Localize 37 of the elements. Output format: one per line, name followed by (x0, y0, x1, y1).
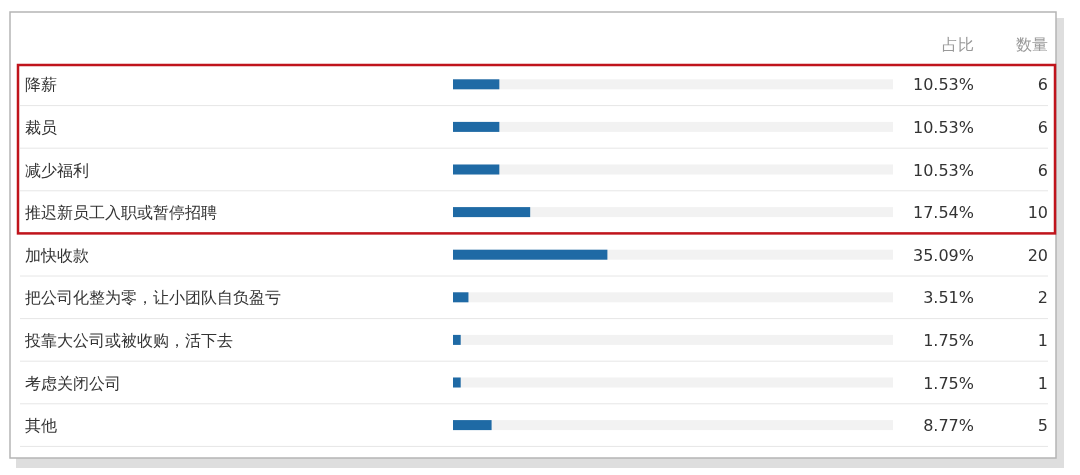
bar (453, 334, 461, 345)
bar (453, 164, 500, 175)
text: 5 (1037, 416, 1048, 436)
text: 占比 (942, 35, 974, 54)
data-label: 1.75% (923, 330, 974, 350)
y-tick-label: 减少福利 (25, 160, 89, 180)
data-label: 3.51% (923, 288, 974, 308)
bar (453, 420, 492, 431)
text: 6 (1037, 117, 1048, 137)
data-label: 35.09% (912, 245, 974, 265)
text: 6 (1037, 75, 1048, 95)
y-tick-label: 推迟新员工入职或暂停招聘 (25, 203, 217, 223)
y-tick-label: 降薪 (25, 75, 57, 95)
text: 20 (1027, 245, 1048, 265)
data-label: 10.53% (912, 75, 974, 95)
bar (453, 121, 500, 132)
data-label: 10.53% (912, 117, 974, 137)
bar (453, 377, 461, 388)
bar (453, 207, 531, 218)
data-label: 8.77% (923, 416, 974, 436)
y-tick-label: 考虑关闭公司 (25, 373, 121, 393)
text: 2 (1037, 288, 1048, 308)
data-label: 17.54% (912, 203, 974, 223)
data-label: 1.75% (923, 373, 974, 393)
y-tick-label: 其他 (25, 416, 57, 436)
bar (453, 79, 500, 90)
text: 10 (1027, 203, 1048, 223)
y-tick-label: 把公司化整为零，让小团队自负盈亏 (25, 288, 281, 308)
y-tick-label: 投靠大公司或被收购，活下去 (24, 330, 233, 350)
bar (453, 292, 469, 303)
text: 1 (1037, 330, 1048, 350)
y-tick-label: 加快收款 (25, 245, 89, 265)
text: 数量 (1016, 35, 1048, 54)
text: 6 (1037, 160, 1048, 180)
y-tick-label: 裁员 (25, 117, 57, 137)
data-label: 10.53% (912, 160, 974, 180)
text: 1 (1037, 373, 1048, 393)
